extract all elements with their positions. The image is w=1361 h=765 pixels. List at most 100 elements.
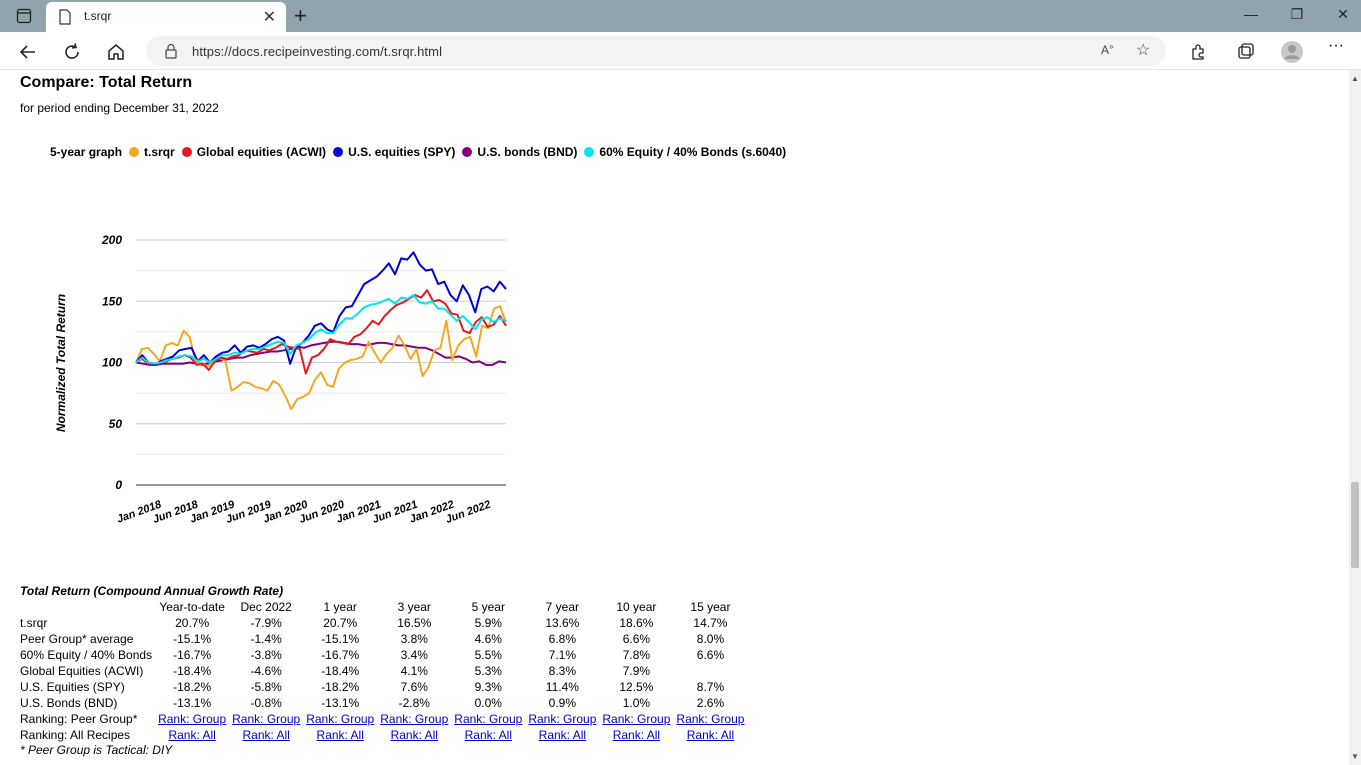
table-cell: 0.9%: [548, 696, 577, 710]
table-cell: 18.6%: [619, 616, 654, 630]
ranking-row-label: Ranking: Peer Group*: [20, 712, 138, 726]
new-tab-icon[interactable]: +: [294, 3, 307, 28]
table-cell: 5.3%: [474, 664, 502, 678]
url-text[interactable]: https://docs.recipeinvesting.com/t.srqr.…: [192, 44, 443, 59]
rank-group-link[interactable]: Rank: Group: [232, 712, 301, 726]
ranking-cell: Rank: All: [155, 727, 229, 743]
table-row: Global Equities (ACWI) -18.4% -4.6% -18.4% 4…: [20, 663, 747, 679]
table-row-label: Peer Group* average: [20, 632, 134, 646]
rank-all-link[interactable]: Rank: All: [464, 728, 512, 742]
table-column-header: Dec 2022: [240, 600, 292, 614]
rank-all-link[interactable]: Rank: All: [390, 728, 438, 742]
chart-series: [135, 251, 507, 411]
refresh-icon[interactable]: [60, 40, 84, 64]
legend-dot-bnd: [462, 147, 473, 157]
table-cell: -15.1%: [321, 632, 360, 646]
home-icon[interactable]: [104, 40, 128, 64]
restore-icon[interactable]: ❐: [1290, 6, 1304, 22]
rank-group-link[interactable]: Rank: Group: [528, 712, 597, 726]
rank-group-link[interactable]: Rank: Group: [380, 712, 449, 726]
table-row-label: U.S. Equities (SPY): [20, 680, 125, 694]
chart-series-line: [135, 289, 507, 375]
rank-group-link[interactable]: Rank: Group: [454, 712, 523, 726]
close-window-icon[interactable]: ✕: [1337, 6, 1349, 22]
chart-y-tick-label: 200: [101, 233, 122, 247]
scrollbar-thumb[interactable]: [1351, 482, 1359, 568]
rank-all-link[interactable]: Rank: All: [538, 728, 587, 742]
page-title: Compare: Total Return: [20, 74, 193, 91]
table-column-header: 5 year: [471, 600, 505, 614]
chart-y-tick-label: 50: [109, 417, 123, 431]
more-options-icon[interactable]: ···: [1328, 37, 1344, 54]
active-tab[interactable]: t.srqr ✕: [46, 2, 286, 32]
tab-title: t.srqr: [84, 9, 112, 23]
read-aloud-icon[interactable]: A»: [1101, 42, 1114, 57]
table-column-header: 3 year: [397, 600, 431, 614]
table-cell: -18.2%: [321, 680, 360, 694]
ranking-cell: Rank: Group: [525, 711, 599, 727]
rank-all-link[interactable]: Rank: All: [686, 728, 735, 742]
rank-all-link[interactable]: Rank: All: [168, 728, 216, 742]
table-cell: -16.7%: [321, 648, 360, 662]
table-cell: 6.6%: [622, 632, 651, 646]
address-bar[interactable]: https://docs.recipeinvesting.com/t.srqr.…: [146, 36, 1166, 66]
legend-item-acwi: Global equities (ACWI): [196, 145, 327, 159]
chart-y-tick-label: 150: [102, 294, 122, 308]
table-caption: Total Return (Compound Annual Growth Rat…: [20, 584, 284, 598]
rank-group-link[interactable]: Rank: Group: [306, 712, 375, 726]
extensions-icon[interactable]: [1186, 40, 1210, 64]
chart-legend: 5-year graph t.srqr Global equities (ACW…: [50, 145, 786, 159]
rank-all-link[interactable]: Rank: All: [612, 728, 661, 742]
table-cell: 7.8%: [622, 648, 651, 662]
table-cell: 8.0%: [696, 632, 725, 646]
vertical-scrollbar[interactable]: ▲ ▼: [1349, 70, 1361, 765]
table-cell: 14.7%: [693, 616, 728, 630]
close-tab-icon[interactable]: ✕: [262, 9, 276, 26]
ranking-row: Ranking: All Recipes Rank: All Rank: All Ra…: [20, 727, 747, 743]
table-cell: 4.1%: [400, 664, 428, 678]
legend-dot-spy: [333, 147, 344, 157]
profile-avatar-icon[interactable]: [1280, 40, 1304, 64]
table-row-label: Global Equities (ACWI): [20, 664, 144, 678]
chart-y-ticks: 0 50 100 150 200: [101, 233, 122, 492]
legend-item-6040: 60% Equity / 40% Bonds (s.6040): [599, 145, 787, 159]
table-column-header: Year-to-date: [159, 600, 225, 614]
table-header-blank: [20, 599, 155, 615]
table-cell: [673, 663, 747, 679]
ranking-cell: Rank: Group: [377, 711, 451, 727]
table-cell: -1.4%: [250, 632, 282, 646]
table-cell: 6.6%: [696, 648, 725, 662]
rank-group-link[interactable]: Rank: Group: [158, 712, 227, 726]
rank-group-link[interactable]: Rank: Group: [676, 712, 745, 726]
rank-group-link[interactable]: Rank: Group: [602, 712, 671, 726]
tab-actions-icon[interactable]: [16, 8, 32, 29]
minimize-icon[interactable]: —: [1244, 6, 1258, 22]
scroll-down-arrow-icon[interactable]: ▼: [1351, 752, 1359, 761]
rank-all-link[interactable]: Rank: All: [316, 728, 364, 742]
lock-icon[interactable]: [164, 43, 178, 64]
collections-icon[interactable]: [1234, 40, 1258, 64]
ranking-cell: Rank: Group: [451, 711, 525, 727]
table-cell: -0.8%: [250, 696, 282, 710]
browser-tab-bar: t.srqr ✕ + — ❐ ✕: [0, 0, 1361, 32]
table-row-label: t.srqr: [20, 616, 48, 630]
legend-label: 5-year graph: [50, 145, 123, 159]
table-column-header: 7 year: [545, 600, 580, 614]
table-cell: -5.8%: [250, 680, 282, 694]
table-cell: -4.6%: [250, 664, 282, 678]
table-row: t.srqr 20.7% -7.9% 20.7% 16.5% 5.9% 13.6% 18.6%…: [20, 615, 747, 631]
add-favorite-icon[interactable]: ☆: [1136, 42, 1151, 59]
legend-dot-acwi: [181, 147, 192, 157]
table-footnote: * Peer Group is Tactical: DIY: [20, 743, 173, 757]
table-row-label: 60% Equity / 40% Bonds: [20, 648, 153, 662]
table-column-header: 1 year: [323, 600, 357, 614]
legend-dot-6040: [584, 147, 595, 157]
table-cell: 12.5%: [619, 680, 654, 694]
ranking-cell: Rank: All: [673, 727, 747, 743]
scroll-up-arrow-icon[interactable]: ▲: [1351, 74, 1359, 83]
ranking-cell: Rank: All: [525, 727, 599, 743]
ranking-cell: Rank: Group: [303, 711, 377, 727]
back-icon[interactable]: [16, 40, 40, 64]
rank-all-link[interactable]: Rank: All: [242, 728, 290, 742]
